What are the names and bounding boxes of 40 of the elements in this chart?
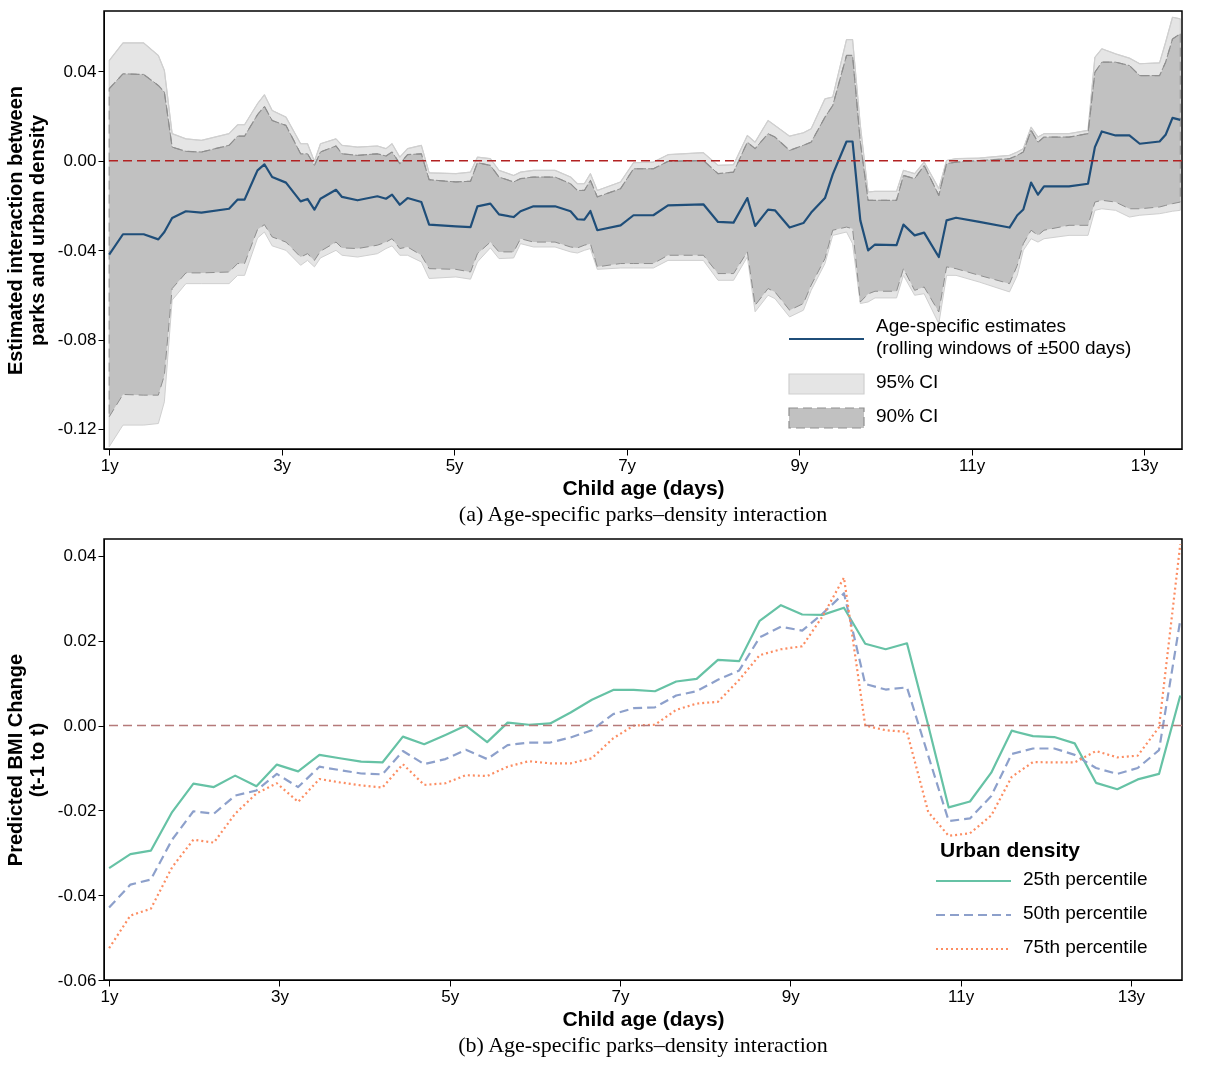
y-tick-label: 0.00	[63, 151, 97, 171]
x-tick-label: 11y	[959, 455, 986, 475]
legend-label: 25th percentile	[1023, 868, 1148, 889]
y-tick-label: 0.00	[63, 716, 97, 736]
line-series	[108, 604, 1182, 870]
y-tick-label: 0.02	[63, 631, 97, 651]
line-series	[108, 116, 1182, 259]
legend-title: Urban density	[940, 838, 1081, 861]
x-tick-label: 13y	[1130, 455, 1159, 475]
y-tick-label: -0.06	[57, 970, 97, 990]
x-tick-label: 3y	[273, 455, 292, 475]
x-tick-label: 13y	[1117, 986, 1146, 1006]
y-tick-label: -0.04	[57, 240, 97, 260]
x-tick-label: 5y	[445, 455, 465, 475]
x-tick-label: 7y	[618, 455, 637, 475]
x-tick-label: 7y	[611, 986, 630, 1006]
x-tick-label: 11y	[948, 986, 975, 1006]
legend-label: Age-specific estimates (rolling windows of ±500 days)	[876, 315, 1132, 358]
y-tick-label: 0.04	[63, 61, 97, 81]
y-tick-label: -0.02	[57, 800, 97, 820]
y-tick-label: -0.08	[57, 330, 97, 349]
x-tick-label: 1y	[100, 455, 120, 475]
x-tick-label: 1y	[100, 986, 120, 1006]
text: (a) Age-specific parks–density interaction	[458, 501, 828, 526]
x-tick-label: 5y	[441, 986, 460, 1006]
y-tick-label: -0.12	[57, 419, 97, 439]
legend-label: 95% CI	[876, 371, 939, 392]
y-axis-title: Estimated interaction between parks and urban density	[3, 86, 48, 375]
text: (b) Age-specific parks–density interaction	[458, 1032, 828, 1057]
x-axis-title: Child age (days)	[562, 1006, 725, 1030]
y-tick-label: -0.04	[57, 885, 97, 905]
legend-label: 90% CI	[876, 405, 939, 426]
x-tick-label: 3y	[270, 986, 290, 1006]
x-tick-label: 9y	[781, 986, 801, 1006]
legend-label: 75th percentile	[1023, 936, 1148, 957]
y-tick-label: 0.04	[63, 546, 97, 566]
legend-label: 50th percentile	[1023, 902, 1148, 923]
y-axis-title: Predicted BMI Change (t-1 to t)	[3, 653, 48, 867]
x-axis-title: Child age (days)	[562, 475, 725, 499]
x-tick-label: 9y	[790, 455, 810, 475]
